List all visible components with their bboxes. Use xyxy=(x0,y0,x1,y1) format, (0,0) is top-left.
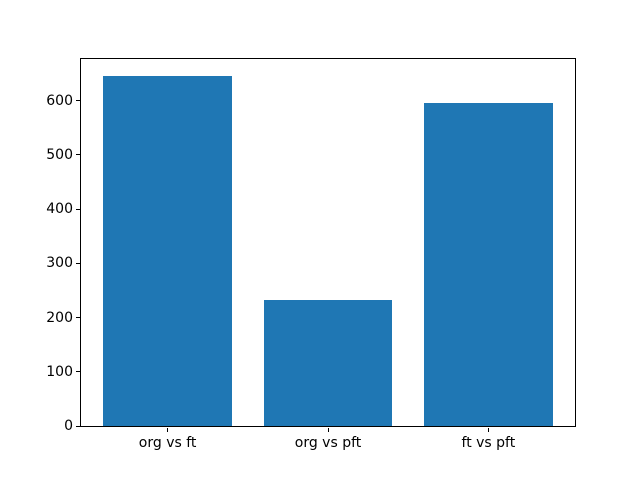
bar-org-vs-pft xyxy=(263,299,393,426)
x-tick xyxy=(487,428,489,432)
x-tick-label-ft-vs-pft: ft vs pft xyxy=(461,435,516,451)
y-tick-label: 0 xyxy=(64,418,73,434)
y-tick xyxy=(76,154,80,156)
plot-area: 0 100 200 300 400 500 600 org vs ft org vs pft ft… xyxy=(46,58,576,451)
y-tick xyxy=(76,425,80,427)
x-tick xyxy=(327,428,329,432)
y-tick-label: 600 xyxy=(46,92,73,109)
y-tick-label: 200 xyxy=(46,309,73,326)
y-tick xyxy=(76,100,80,102)
x-tick-label-org-vs-pft: org vs pft xyxy=(294,435,362,451)
bar-org-vs-ft xyxy=(103,76,232,426)
y-tick xyxy=(76,371,80,373)
y-tick xyxy=(76,317,80,319)
y-tick xyxy=(76,262,80,264)
bar-ft-vs-pft xyxy=(424,103,553,426)
x-tick xyxy=(167,428,169,432)
y-tick xyxy=(76,208,80,210)
y-tick-label: 400 xyxy=(46,201,73,218)
y-tick-label: 100 xyxy=(46,363,73,380)
x-tick-label-org-vs-ft: org vs ft xyxy=(138,435,197,451)
y-tick-label: 300 xyxy=(46,255,73,272)
y-tick-label: 500 xyxy=(46,146,73,163)
